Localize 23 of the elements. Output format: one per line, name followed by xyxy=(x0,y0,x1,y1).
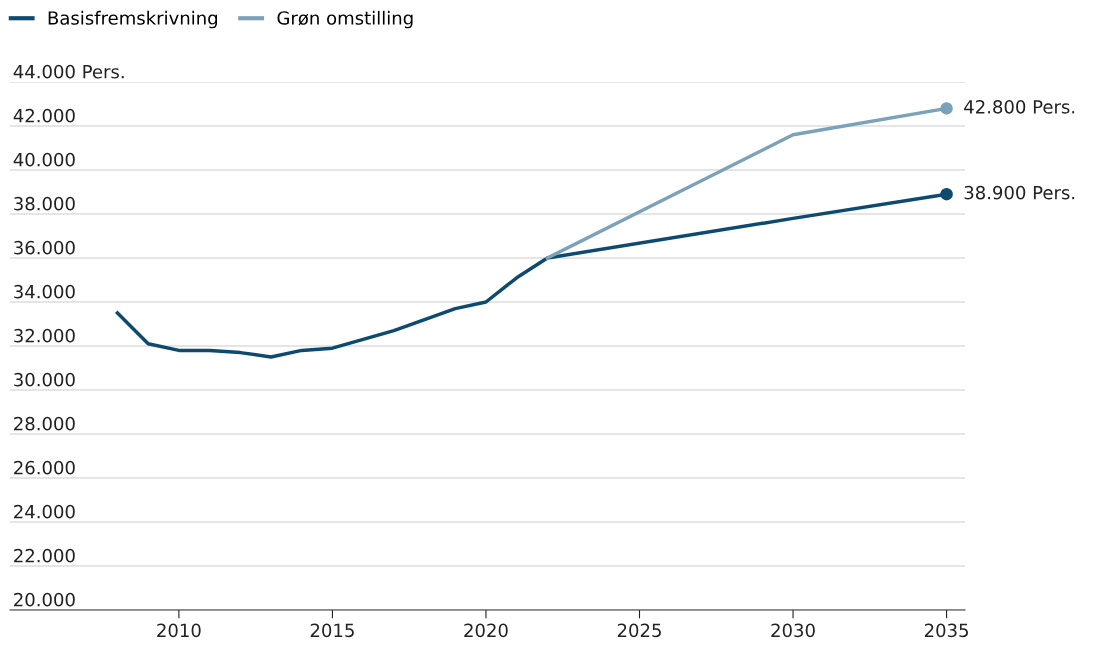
y-tick-label: 34.000 xyxy=(14,284,75,299)
x-tick-label: 2015 xyxy=(310,623,354,638)
y-tick-label: 38.000 xyxy=(14,196,75,211)
annotation: 42.800 Pers. xyxy=(964,99,1075,114)
y-tick-label: 30.000 xyxy=(14,372,75,387)
y-tick-label: 32.000 xyxy=(14,328,75,343)
x-tick-label: 2025 xyxy=(617,623,661,638)
legend-label: Grøn omstilling xyxy=(277,10,413,29)
annotation: 38.900 Pers. xyxy=(964,185,1075,200)
y-tick-label: 40.000 xyxy=(13,152,75,167)
y-tick-label: 22.000 xyxy=(14,548,75,563)
x-tick-label: 2030 xyxy=(771,623,815,638)
x-tick-label: 2035 xyxy=(924,623,968,638)
y-tick-label: 42.000 xyxy=(13,108,75,123)
x-tick-label: 2020 xyxy=(464,623,508,638)
y-tick-label: 26.000 xyxy=(14,460,75,475)
x-tick-label: 2010 xyxy=(157,623,201,638)
y-tick-label: 44.000 Pers. xyxy=(13,64,124,79)
y-tick-label: 24.000 xyxy=(14,504,75,519)
y-tick-label: 20.000 xyxy=(14,592,75,607)
legend-label: Basisfremskrivning xyxy=(48,10,218,29)
y-tick-label: 36.000 xyxy=(14,240,75,255)
y-tick-label: 28.000 xyxy=(14,416,75,431)
